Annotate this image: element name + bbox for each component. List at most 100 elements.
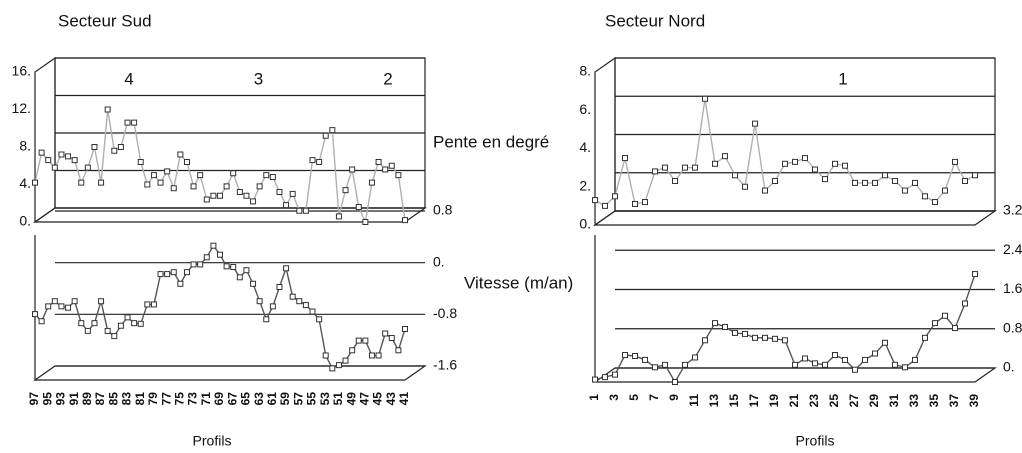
point <box>632 352 638 359</box>
point <box>732 329 738 336</box>
x-axis-label: Profils <box>193 433 232 449</box>
x-tick-label: 63 <box>252 392 266 406</box>
point <box>382 166 389 173</box>
point <box>243 267 250 274</box>
x-axis-label: Profils <box>796 433 835 449</box>
left-wall <box>34 56 56 224</box>
x-tick-label: 87 <box>93 392 107 406</box>
point <box>682 361 688 368</box>
x-tick-label: 9 <box>667 394 681 401</box>
x-tick-label: 43 <box>384 392 398 406</box>
x-tick-label: 35 <box>927 394 941 408</box>
x-tick-label: 77 <box>159 392 173 406</box>
point <box>256 183 263 190</box>
point <box>388 162 395 169</box>
y2-tick-label: 0.8 <box>1003 319 1022 335</box>
point <box>612 193 618 200</box>
x-tick-label: 3 <box>607 394 621 401</box>
point <box>210 242 217 249</box>
zone-label: 1 <box>838 69 847 88</box>
y2-tick-label: 0. <box>1003 359 1015 375</box>
y-tick-label: 8. <box>19 138 31 154</box>
y-tick-label: 2. <box>579 177 591 193</box>
x-tick-label: 95 <box>40 392 54 406</box>
point <box>368 352 375 359</box>
point <box>98 298 105 305</box>
point <box>269 303 276 310</box>
point <box>230 263 237 270</box>
point <box>263 172 270 179</box>
point <box>792 158 798 165</box>
point <box>395 347 402 354</box>
point <box>276 189 283 195</box>
point <box>276 284 283 290</box>
point <box>402 217 408 224</box>
x-tick-label: 37 <box>947 394 961 408</box>
x-tick-label: 83 <box>120 392 134 406</box>
point <box>692 164 698 171</box>
point <box>137 159 144 165</box>
point <box>309 157 316 164</box>
x-tick-label: 93 <box>54 392 68 406</box>
point <box>892 178 898 185</box>
y2-tick-label: 0.8 <box>433 202 453 218</box>
x-tick-label: 13 <box>707 394 721 408</box>
point <box>852 366 858 373</box>
point <box>78 320 85 327</box>
point <box>882 339 888 346</box>
point <box>922 193 928 200</box>
point <box>872 350 878 357</box>
point <box>38 149 45 156</box>
y-tick-label: 12. <box>12 100 31 116</box>
point <box>51 298 58 305</box>
point <box>32 311 38 318</box>
point <box>157 271 164 278</box>
point <box>342 187 349 194</box>
point <box>322 132 329 139</box>
x-tick-label: 53 <box>318 392 332 406</box>
point <box>742 183 748 190</box>
point <box>177 151 184 158</box>
point <box>722 324 728 331</box>
point <box>183 269 190 276</box>
point <box>912 356 918 363</box>
point <box>183 159 190 165</box>
series-line <box>594 98 976 207</box>
x-tick-label: 85 <box>106 392 120 406</box>
point <box>32 179 38 186</box>
point <box>289 293 296 300</box>
point <box>762 187 768 194</box>
point <box>157 179 164 186</box>
x-tick-label: 73 <box>186 392 200 406</box>
point <box>236 189 243 195</box>
point <box>602 202 608 209</box>
x-tick-label: 65 <box>239 392 253 406</box>
point <box>388 335 395 342</box>
zone-label: 3 <box>254 69 263 88</box>
point <box>71 157 78 164</box>
point <box>329 365 336 372</box>
point <box>355 337 362 344</box>
zone-label: 4 <box>124 69 133 88</box>
point <box>922 334 928 341</box>
point <box>190 261 197 268</box>
point <box>210 192 217 199</box>
y2-tick-label: 0. <box>433 253 445 269</box>
point <box>65 153 72 160</box>
point <box>612 371 618 378</box>
point <box>197 261 204 268</box>
chart-title: Secteur Sud <box>58 11 152 30</box>
point <box>972 172 978 179</box>
point <box>672 379 678 385</box>
point <box>842 162 848 169</box>
point <box>902 187 908 194</box>
point <box>150 301 157 308</box>
point <box>672 178 678 185</box>
x-tick-label: 39 <box>967 394 981 408</box>
point <box>230 170 237 177</box>
point <box>942 187 948 194</box>
point <box>65 304 72 311</box>
x-tick-label: 69 <box>212 392 226 406</box>
point <box>203 196 210 203</box>
x-tick-label: 45 <box>371 392 385 406</box>
